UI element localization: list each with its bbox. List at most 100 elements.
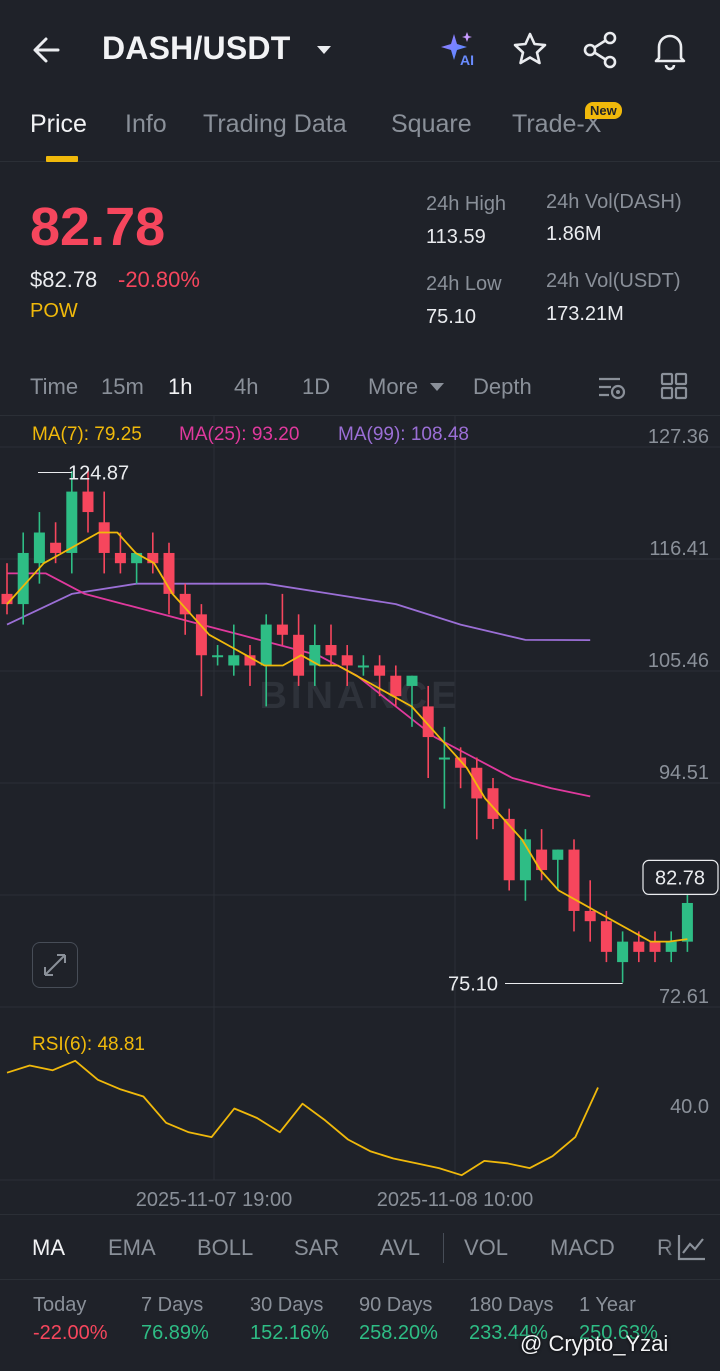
tab-info[interactable]: Info [125, 110, 167, 138]
price-tick: 72.61 [659, 986, 709, 1008]
current-price-box [642, 859, 719, 896]
candle [584, 910, 596, 922]
perf-label: Today [33, 1294, 87, 1316]
candle [309, 645, 321, 666]
usd-price: $82.78 [30, 267, 98, 292]
low-label: 24h Low [426, 273, 502, 295]
vol-base-label: 24h Vol(DASH) [546, 191, 682, 213]
change-percent: -20.80% [118, 267, 200, 292]
candle [17, 552, 29, 605]
candle [212, 655, 224, 658]
time-tick: 2025-11-07 19:00 [136, 1189, 292, 1211]
price-tick: 116.41 [649, 538, 709, 560]
expand-icon[interactable] [32, 942, 78, 988]
candle [147, 552, 159, 564]
tf-more[interactable]: More [368, 374, 419, 399]
price-tick: 105.46 [648, 650, 709, 672]
candle [681, 902, 693, 942]
chart-settings-icon[interactable] [596, 372, 628, 409]
tf-1h[interactable]: 1h [168, 374, 193, 399]
bell-icon[interactable] [650, 28, 690, 72]
header: DASH/USDT AI [0, 0, 720, 100]
candle [422, 706, 434, 738]
back-arrow-icon[interactable] [28, 30, 68, 70]
last-price: 82.78 [30, 197, 166, 257]
candle [260, 624, 272, 666]
new-badge: New [585, 102, 622, 119]
ind-vol[interactable]: VOL [464, 1235, 509, 1260]
share-icon[interactable] [580, 28, 620, 72]
user-watermark: @ Crypto_Yzai [520, 1331, 669, 1356]
ind-sar[interactable]: SAR [294, 1235, 340, 1260]
grid-layout-icon[interactable] [658, 370, 690, 407]
ma25-legend: MA(25): 93.20 [179, 424, 300, 445]
ma7-line [6, 531, 688, 943]
candle [276, 624, 288, 635]
tf-15m[interactable]: 15m [101, 374, 144, 399]
low-value: 75.10 [426, 306, 477, 328]
ind-ema[interactable]: EMA [108, 1235, 156, 1260]
tf-1d[interactable]: 1D [302, 374, 331, 399]
tab-square[interactable]: Square [391, 110, 472, 138]
divider [443, 1233, 444, 1263]
perf-value: 152.16% [250, 1322, 329, 1344]
candle [536, 849, 548, 871]
perf-value: 233.44% [469, 1322, 548, 1344]
timeframe-bar: Time 15m 1h 4h 1D More Depth [0, 360, 720, 416]
price-tick: 94.51 [659, 762, 709, 784]
rsi-legend: RSI(6): 48.81 [32, 1034, 145, 1055]
tf-4h[interactable]: 4h [234, 374, 259, 399]
candle [325, 645, 337, 656]
pair-title[interactable]: DASH/USDT [102, 30, 291, 66]
tab-price[interactable]: Price [30, 110, 87, 138]
candle [179, 593, 191, 615]
candle [163, 552, 175, 594]
ind-boll[interactable]: BOLL [197, 1235, 254, 1260]
candle [600, 921, 612, 952]
candle [341, 655, 353, 666]
vol-quote-label: 24h Vol(USDT) [546, 270, 681, 292]
perf-label: 180 Days [469, 1294, 554, 1316]
ma7-legend: MA(7): 79.25 [32, 424, 142, 445]
ind-macd[interactable]: MACD [550, 1235, 615, 1260]
ma99-legend: MA(99): 108.48 [338, 424, 469, 445]
active-tab-indicator [46, 156, 78, 162]
candle [50, 542, 62, 553]
candle [633, 941, 645, 952]
perf-value: 250.63% [579, 1322, 658, 1344]
candle [649, 941, 661, 952]
rsi-line [6, 1059, 599, 1177]
high-value: 113.59 [426, 226, 486, 248]
tf-depth[interactable]: Depth [473, 374, 532, 399]
candle [33, 532, 45, 564]
perf-label: 1 Year [579, 1294, 636, 1316]
perf-label: 30 Days [250, 1294, 324, 1316]
candle [228, 655, 240, 666]
candle [293, 634, 305, 676]
tf-time[interactable]: Time [30, 374, 79, 399]
candle [357, 665, 369, 668]
perf-value: -22.00% [33, 1322, 108, 1344]
chevron-down-icon[interactable] [314, 40, 334, 60]
time-tick: 2025-11-08 10:00 [377, 1189, 533, 1211]
star-icon[interactable] [510, 28, 550, 72]
tab-trading-data[interactable]: Trading Data [203, 110, 347, 138]
candle [617, 941, 629, 963]
ind-ma[interactable]: MA [32, 1235, 65, 1260]
candle [195, 614, 207, 656]
candle [244, 655, 256, 666]
ai-sparkle-icon[interactable]: AI [440, 28, 480, 72]
high-label: 24h High [426, 193, 507, 215]
ind-avl[interactable]: AVL [380, 1235, 420, 1260]
candle [487, 788, 499, 819]
low-price-label: 75.10 [448, 974, 498, 996]
price-tick: 127.36 [648, 426, 709, 448]
candle [455, 757, 467, 768]
pow-tag[interactable]: POW [30, 300, 78, 322]
more-caret-icon[interactable] [428, 380, 446, 399]
candle [438, 757, 450, 760]
indicator-settings-icon[interactable] [676, 1231, 708, 1268]
perf-label: 7 Days [141, 1294, 204, 1316]
